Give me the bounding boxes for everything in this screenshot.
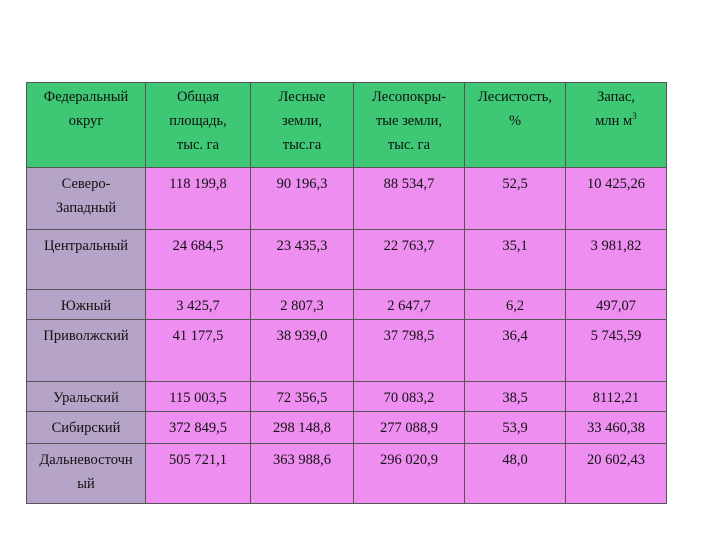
value-cell: 10 425,26 — [565, 167, 667, 230]
value-cell: 52,5 — [464, 167, 566, 230]
district-name-cell: Дальневосточн ый — [26, 443, 146, 504]
header-line: тыс. га — [387, 137, 431, 153]
value-cell: 8112,21 — [565, 381, 667, 412]
header-line: земли, — [282, 113, 322, 129]
value-cell: 298 148,8 — [250, 411, 354, 444]
header-unit: млн м — [595, 113, 633, 129]
value-cell: 37 798,5 — [353, 319, 465, 382]
value-cell: 3 425,7 — [145, 289, 251, 320]
table-row: Уральский 115 003,5 72 356,5 70 083,2 38,5 81… — [26, 381, 667, 412]
header-total-area: Общая площадь, тыс. га — [145, 82, 251, 168]
district-name-cell: Северо- Западный — [26, 167, 146, 230]
district-name-cell: Приволжский — [26, 319, 146, 382]
table-row: Центральный 24 684,5 23 435,3 22 763,7 35,1 3… — [26, 229, 667, 290]
value-cell: 3 981,82 — [565, 229, 667, 290]
value-cell: 296 020,9 — [353, 443, 465, 504]
header-line: Федеральный — [43, 89, 129, 105]
value-cell: 36,4 — [464, 319, 566, 382]
header-line: % — [508, 113, 522, 129]
header-line: Лесопокры- — [371, 89, 447, 105]
header-line: площадь, — [169, 113, 227, 129]
forest-resources-table: Федеральный округ Общая площадь, тыс. га… — [26, 82, 667, 504]
value-cell: 33 460,38 — [565, 411, 667, 444]
value-cell: 2 647,7 — [353, 289, 465, 320]
district-name-cell: Уральский — [26, 381, 146, 412]
value-cell: 6,2 — [464, 289, 566, 320]
value-cell: 118 199,8 — [145, 167, 251, 230]
header-line: млн м3 — [566, 109, 666, 133]
value-cell: 5 745,59 — [565, 319, 667, 382]
table-row: Сибирский 372 849,5 298 148,8 277 088,9 53,9… — [26, 411, 667, 444]
value-cell: 115 003,5 — [145, 381, 251, 412]
header-line: Запас, — [597, 89, 635, 105]
value-cell: 23 435,3 — [250, 229, 354, 290]
header-line: Лесистость, — [478, 89, 552, 105]
district-name-line: Уральский — [53, 390, 119, 406]
header-unit-exponent: 3 — [632, 111, 637, 121]
header-line: тыс.га — [282, 137, 322, 153]
value-cell: 22 763,7 — [353, 229, 465, 290]
district-name-line: Центральный — [43, 238, 129, 254]
header-line: тые земли, — [375, 113, 443, 129]
table-row: Дальневосточн ый 505 721,1 363 988,6 296 020… — [26, 443, 667, 504]
value-cell: 497,07 — [565, 289, 667, 320]
value-cell: 88 534,7 — [353, 167, 465, 230]
value-cell: 72 356,5 — [250, 381, 354, 412]
value-cell: 363 988,6 — [250, 443, 354, 504]
value-cell: 90 196,3 — [250, 167, 354, 230]
value-cell: 2 807,3 — [250, 289, 354, 320]
table-row: Южный 3 425,7 2 807,3 2 647,7 6,2 497,07 — [26, 289, 667, 320]
district-name-line: ый — [77, 476, 95, 492]
header-federal-district: Федеральный округ — [26, 82, 146, 168]
table-row: Приволжский 41 177,5 38 939,0 37 798,5 36,4 5… — [26, 319, 667, 382]
district-name-line: Западный — [55, 200, 117, 216]
header-forest-lands: Лесные земли, тыс.га — [250, 82, 354, 168]
value-cell: 505 721,1 — [145, 443, 251, 504]
header-stock: Запас, млн м3 — [565, 82, 667, 168]
table-row: Северо- Западный 118 199,8 90 196,3 88 534,7… — [26, 167, 667, 230]
value-cell: 38,5 — [464, 381, 566, 412]
district-name-cell: Сибирский — [26, 411, 146, 444]
value-cell: 48,0 — [464, 443, 566, 504]
header-line: Лесные — [278, 89, 326, 105]
value-cell: 41 177,5 — [145, 319, 251, 382]
district-name-line: Сибирский — [51, 420, 121, 436]
value-cell: 35,1 — [464, 229, 566, 290]
district-name-line: Южный — [60, 298, 112, 314]
district-name-cell: Центральный — [26, 229, 146, 290]
district-name-line: Приволжский — [43, 328, 129, 344]
value-cell: 277 088,9 — [353, 411, 465, 444]
header-line: Общая — [176, 89, 220, 105]
district-name-cell: Южный — [26, 289, 146, 320]
value-cell: 372 849,5 — [145, 411, 251, 444]
value-cell: 70 083,2 — [353, 381, 465, 412]
value-cell: 38 939,0 — [250, 319, 354, 382]
header-line: тыс. га — [176, 137, 220, 153]
table-header-row: Федеральный округ Общая площадь, тыс. га… — [26, 82, 667, 168]
header-forest-cover: Лесистость, % — [464, 82, 566, 168]
value-cell: 20 602,43 — [565, 443, 667, 504]
district-name-line: Северо- — [61, 176, 111, 192]
district-name-line: Дальневосточн — [39, 452, 133, 468]
value-cell: 53,9 — [464, 411, 566, 444]
value-cell: 24 684,5 — [145, 229, 251, 290]
header-line: округ — [68, 113, 104, 129]
header-forested-lands: Лесопокры- тые земли, тыс. га — [353, 82, 465, 168]
